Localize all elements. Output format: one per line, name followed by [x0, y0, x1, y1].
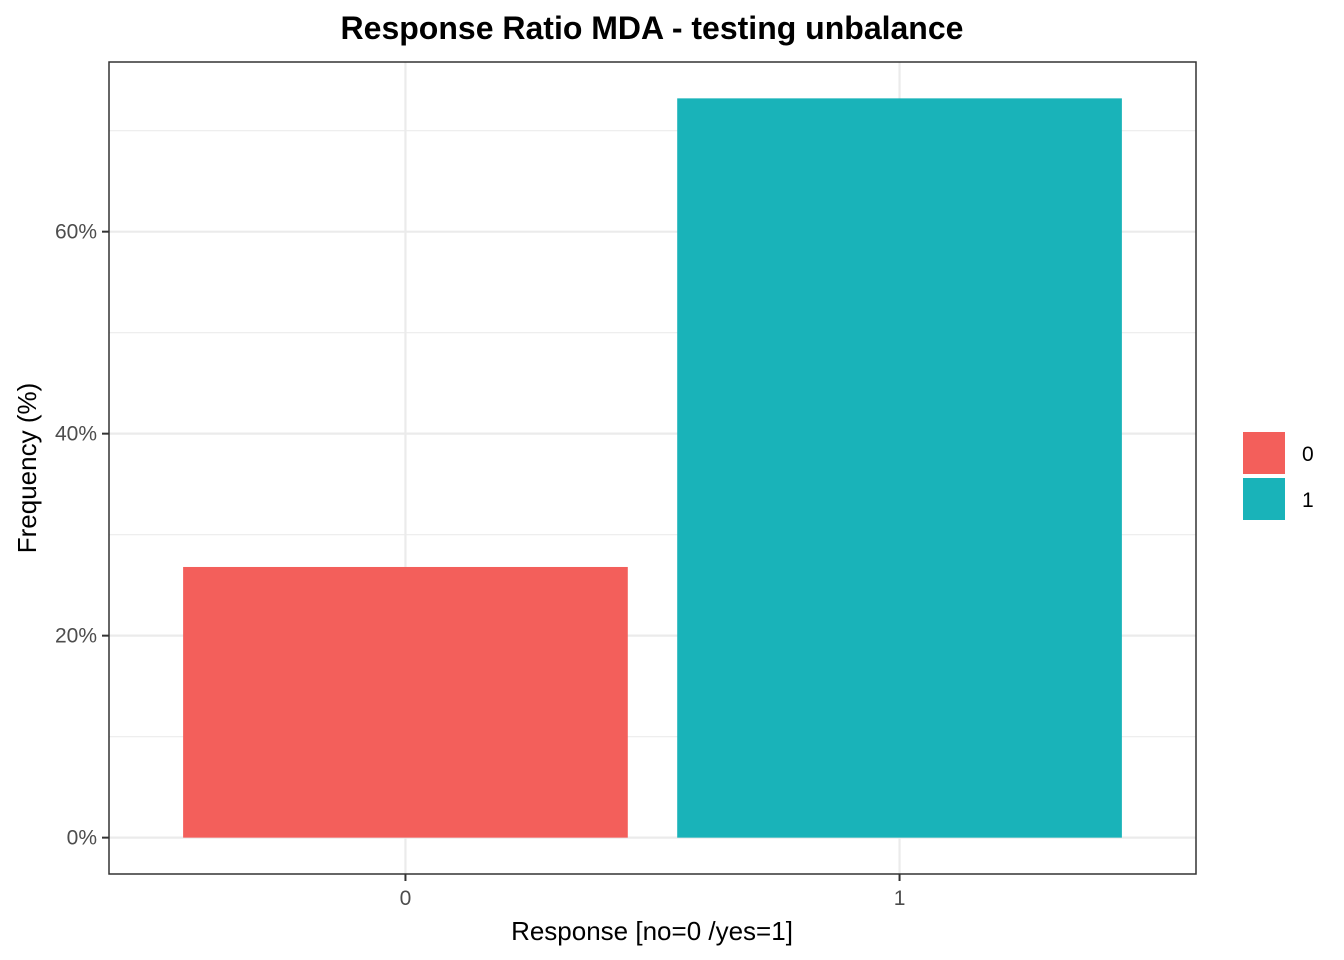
panel-border	[108, 61, 1197, 875]
y-axis-title: Frequency (%)	[12, 383, 42, 554]
bar-1	[677, 98, 1122, 838]
legend-key-1	[1243, 478, 1285, 520]
bars	[183, 98, 1122, 838]
legend-label-0: 0	[1302, 443, 1314, 466]
y-tick-label-2: 40%	[55, 423, 97, 446]
legend-label-1: 1	[1302, 489, 1314, 512]
chart-title: Response Ratio MDA - testing unbalance	[341, 10, 964, 46]
x-axis-title: Response [no=0 /yes=1]	[511, 916, 793, 946]
y-tick-label-0: 0%	[67, 827, 97, 850]
bar-0	[183, 566, 628, 838]
y-tick-label-3: 60%	[55, 221, 97, 244]
y-axis-ticks: 0% 20% 40% 60%	[55, 221, 109, 850]
x-tick-label-1: 1	[894, 887, 906, 910]
y-tick-label-1: 20%	[55, 625, 97, 648]
legend-key-0	[1243, 432, 1285, 474]
x-tick-label-0: 0	[400, 887, 412, 910]
legend: 01	[1243, 432, 1314, 520]
